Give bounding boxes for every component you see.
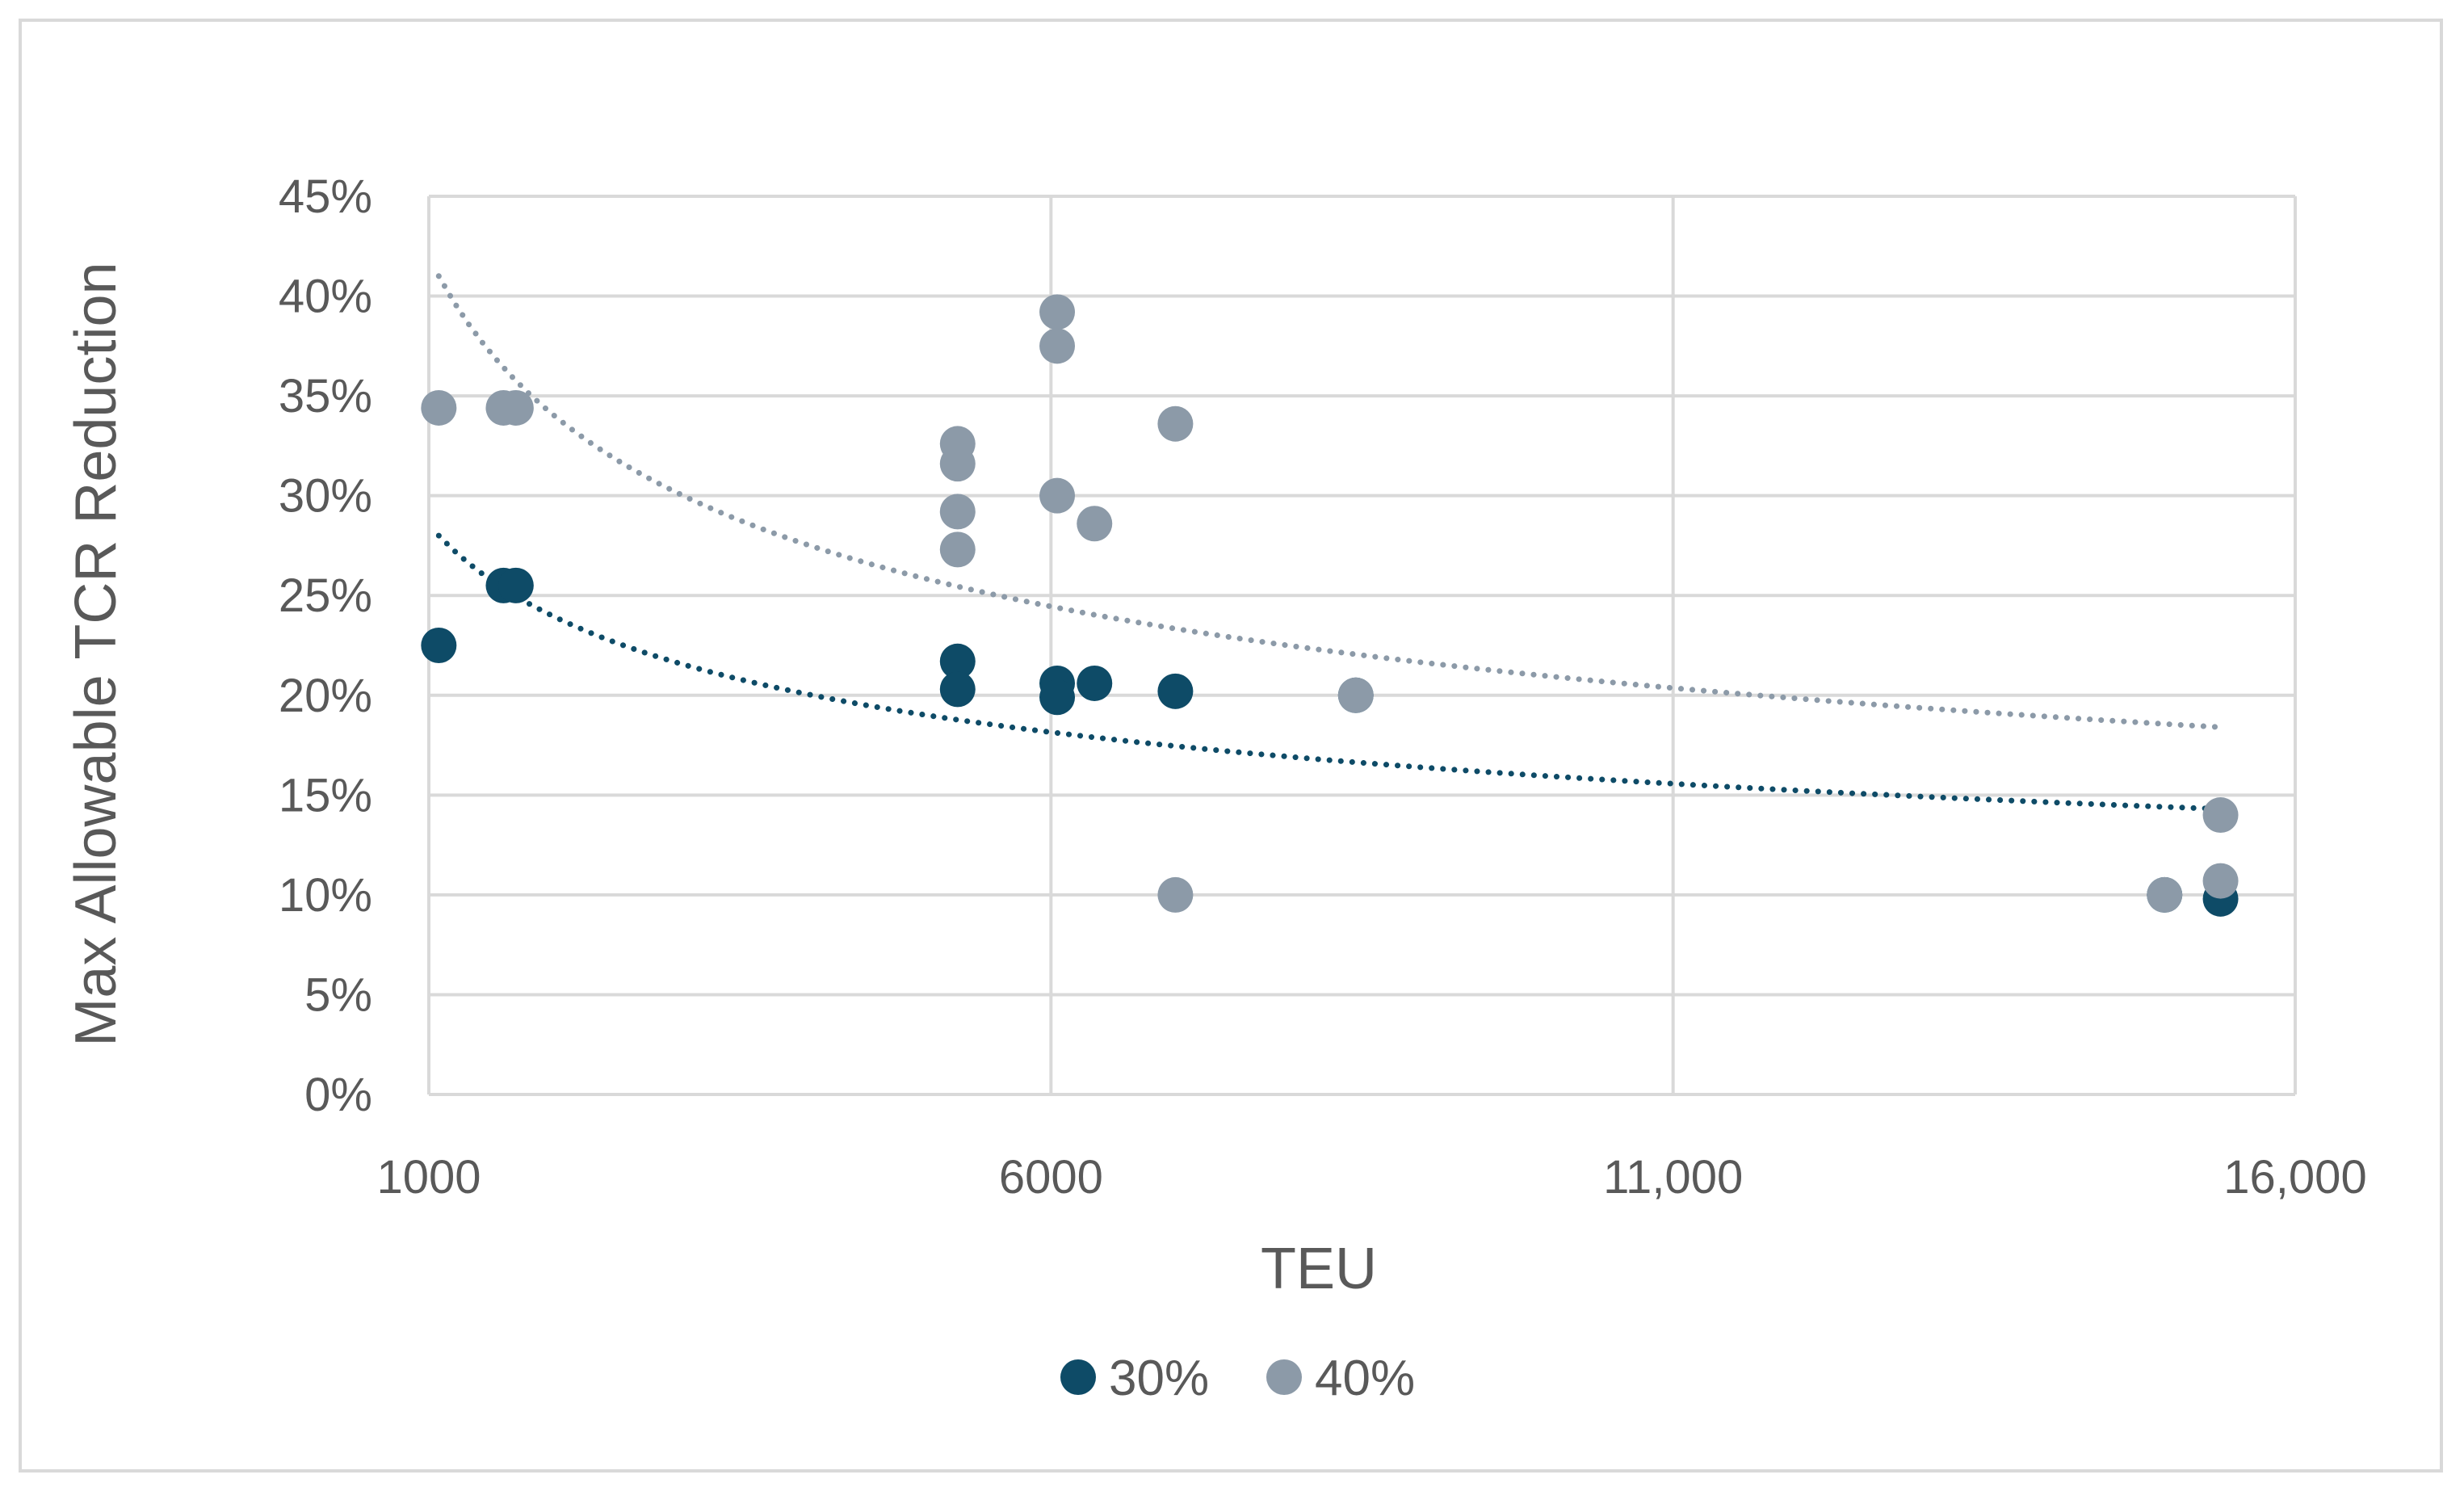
data-point-40 xyxy=(939,531,976,568)
data-point-40 xyxy=(2202,863,2239,899)
data-point-40 xyxy=(1077,506,1113,542)
y-tick-label: 45% xyxy=(279,170,372,223)
trendlines xyxy=(435,273,2224,813)
y-tick-label: 10% xyxy=(279,869,372,922)
data-point-30 xyxy=(939,643,976,679)
data-point-40 xyxy=(2147,876,2183,913)
data-point-40 xyxy=(1039,477,1076,514)
data-point-40 xyxy=(497,389,534,426)
data-points xyxy=(421,294,2239,917)
trendline-40 xyxy=(435,273,2224,730)
y-tick-label: 5% xyxy=(304,968,372,1021)
data-point-40 xyxy=(1039,328,1076,364)
legend-label-30: 30% xyxy=(1109,1351,1209,1406)
legend: 30% 40% xyxy=(1060,1351,1415,1406)
trendline-30 xyxy=(435,532,2224,813)
y-axis-title: Max Allowable TCR Reduction xyxy=(64,262,128,1046)
data-point-30 xyxy=(421,628,457,663)
data-point-40 xyxy=(1157,876,1194,913)
y-tick-label: 40% xyxy=(279,271,372,323)
data-point-40 xyxy=(1157,405,1194,442)
legend-marker-40 xyxy=(1266,1359,1302,1395)
chart-frame xyxy=(19,19,2443,1472)
data-point-30 xyxy=(497,567,534,603)
y-tick-label: 15% xyxy=(279,769,372,821)
data-point-40 xyxy=(939,494,976,530)
grid-lines xyxy=(427,195,2297,1096)
data-point-30 xyxy=(1157,673,1194,709)
y-axis-ticks: 0% 5% 10% 15% 20% 25% 30% 35% 40% 45% xyxy=(279,170,372,1121)
data-point-30 xyxy=(1077,665,1113,701)
y-tick-label: 25% xyxy=(279,569,372,622)
data-point-40 xyxy=(1039,294,1076,330)
x-axis-ticks: 1000 6000 11,000 16,000 xyxy=(376,1151,2366,1204)
data-point-40 xyxy=(1337,677,1374,713)
data-point-40 xyxy=(421,389,457,426)
data-point-30 xyxy=(939,671,976,708)
y-tick-label: 20% xyxy=(279,670,372,722)
x-tick-label: 1000 xyxy=(376,1151,481,1204)
x-tick-label: 16,000 xyxy=(2223,1151,2366,1204)
y-tick-label: 0% xyxy=(304,1069,372,1121)
x-axis-title: TEU xyxy=(1261,1237,1377,1301)
x-tick-label: 6000 xyxy=(999,1151,1103,1204)
x-tick-label: 11,000 xyxy=(1603,1151,1743,1204)
legend-marker-30 xyxy=(1060,1359,1096,1395)
legend-label-40: 40% xyxy=(1315,1351,1415,1406)
y-tick-label: 35% xyxy=(279,370,372,422)
y-tick-label: 30% xyxy=(279,470,372,523)
data-point-30 xyxy=(1039,679,1076,716)
data-point-40 xyxy=(939,446,976,482)
data-point-40 xyxy=(2202,797,2239,834)
